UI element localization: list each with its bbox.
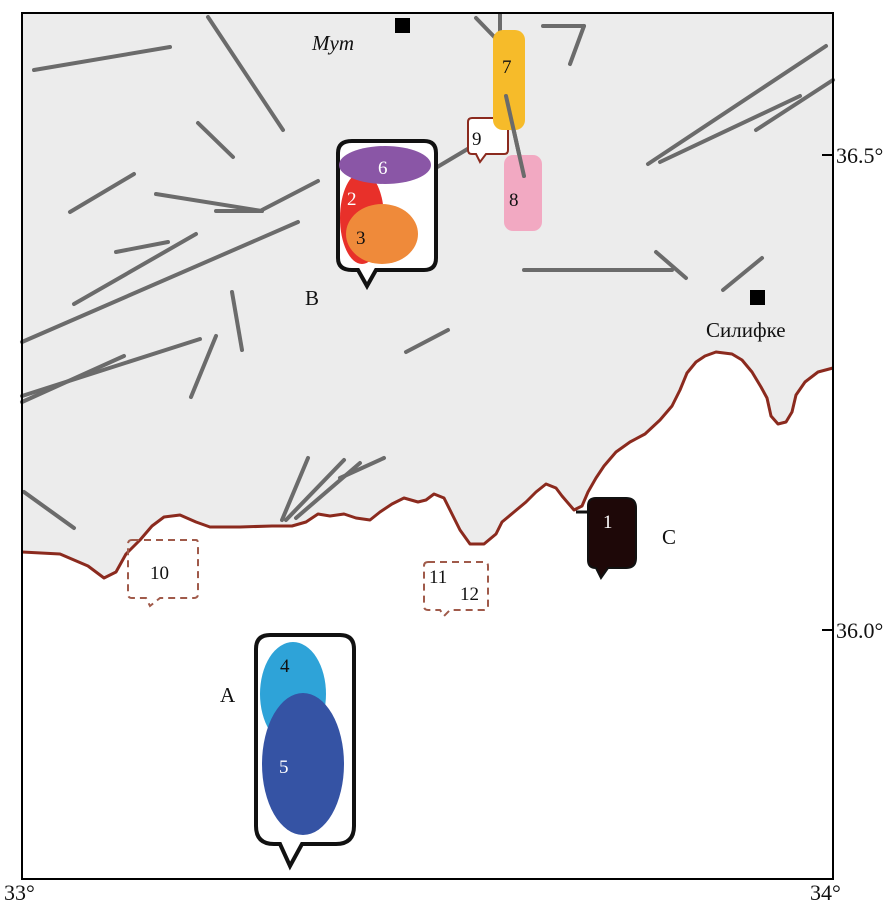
zone-11-12-outline [423,561,489,618]
zone-5-fill [262,693,344,835]
label-zone-4: 4 [280,656,290,677]
label-zone-7: 7 [502,57,512,78]
label-zone-8: 8 [509,190,519,211]
label-zone-1: 1 [603,512,613,533]
label-zone-2: 2 [347,189,357,210]
fault-lines [20,12,835,530]
lat-label-36-0: 36.0° [836,618,883,643]
label-zone-3: 3 [356,228,366,249]
label-zone-9: 9 [472,129,482,150]
lon-label-33: 33° [4,880,35,904]
label-zone-5: 5 [279,757,289,778]
zone-7-fill [493,30,525,130]
city-marker-mut [395,18,410,33]
lat-label-36-5: 36.5° [836,143,883,168]
zone-6-fill [339,146,431,184]
label-zone-11: 11 [429,567,447,588]
city-label-mut: Мут [311,31,354,55]
map-frame [21,12,834,880]
zone-3-fill [346,204,418,264]
zone-1-outline [587,497,637,580]
label-zone-10: 10 [150,563,169,584]
zone-8-fill [504,155,542,231]
city-label-silifke: Силифке [706,318,786,342]
lon-label-34: 34° [810,880,841,904]
group-label-a: A [220,683,236,707]
zone-10-outline [127,539,199,608]
label-zone-6: 6 [378,158,388,179]
label-zone-12: 12 [460,584,479,605]
coastline [21,350,834,580]
land-area [22,13,833,578]
group-label-b: B [305,286,319,310]
group-label-c: C [662,525,676,549]
city-marker-silifke [750,290,765,305]
